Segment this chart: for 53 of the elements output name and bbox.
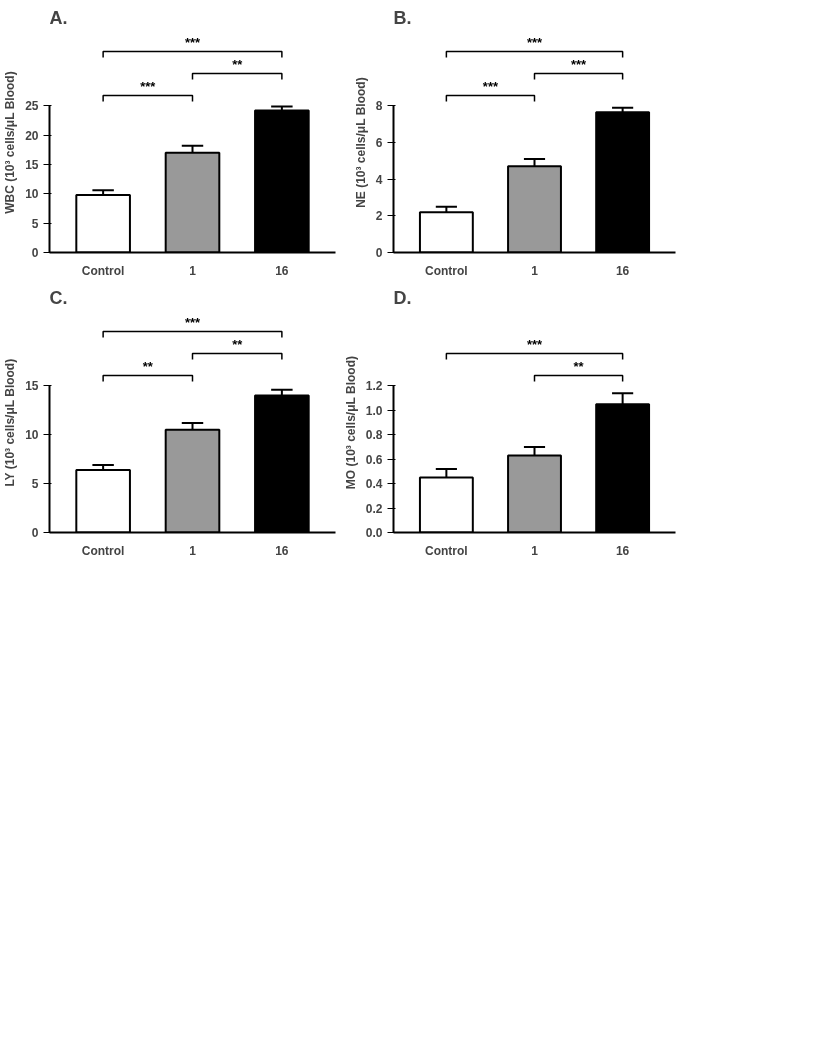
y-tick-label: 0 (31, 246, 39, 260)
text: *** (184, 34, 202, 50)
x-tick-label: 1 (189, 263, 197, 278)
y-tick-label: 6 (375, 136, 383, 150)
x-tick-label: 1 (531, 263, 539, 278)
x-tick-label: 1 (531, 543, 539, 558)
x-tick-label: Control (425, 263, 468, 278)
y-tick-label: 0.8 (365, 428, 383, 443)
y-tick-label: 0 (375, 246, 383, 260)
x-tick-label: 16 (275, 263, 289, 278)
y-tick-label: 1.2 (365, 379, 383, 394)
text: *** (140, 78, 157, 94)
y-axis-title: WBC (10³ cells/μL Blood) (3, 71, 18, 214)
y-tick-label: 15 (25, 379, 39, 394)
y-tick-label: 0.4 (365, 477, 383, 492)
y-tick-label: 0.0 (365, 526, 383, 540)
text: *** (184, 314, 202, 330)
y-tick-label: 2 (375, 209, 383, 224)
y-tick-label: 1.0 (365, 403, 383, 418)
y-tick-label: 25 (25, 99, 39, 114)
text: *** (526, 336, 544, 352)
y-axis-title: NE (10³ cells/μL Blood) (353, 77, 368, 208)
text: *** (482, 78, 499, 94)
x-tick-label: Control (425, 543, 468, 558)
text: ** (573, 358, 585, 374)
x-tick-label: 16 (275, 543, 289, 558)
y-axis-title: MO (10³ cells/μL Blood) (343, 356, 358, 490)
y-tick-label: 5 (31, 477, 39, 492)
x-tick-label: 16 (615, 263, 630, 278)
x-tick-label: Control (81, 263, 125, 278)
y-tick-label: 0.2 (365, 501, 383, 516)
y-tick-label: 10 (25, 187, 39, 202)
y-tick-label: 8 (375, 99, 383, 114)
text: *** (570, 56, 588, 72)
y-axis-title: LY (10³ cells/μL Blood) (3, 358, 18, 487)
chart-title: B. (393, 7, 412, 28)
y-tick-label: 0 (31, 526, 39, 540)
y-tick-label: 15 (25, 158, 39, 172)
y-tick-label: 10 (25, 428, 39, 443)
x-tick-label: 1 (189, 543, 197, 558)
x-tick-label: Control (81, 543, 125, 558)
text: ** (232, 56, 244, 72)
text: *** (526, 34, 544, 50)
y-tick-label: 5 (31, 216, 39, 231)
y-tick-label: 4 (375, 172, 383, 187)
chart-title: C. (49, 287, 68, 308)
y-tick-label: 20 (25, 128, 39, 143)
y-tick-label: 0.6 (365, 452, 383, 467)
chart-title: D. (393, 287, 412, 308)
x-tick-label: 16 (615, 543, 630, 558)
chart-title: A. (49, 7, 68, 28)
text: ** (142, 358, 154, 374)
text: ** (232, 336, 244, 352)
